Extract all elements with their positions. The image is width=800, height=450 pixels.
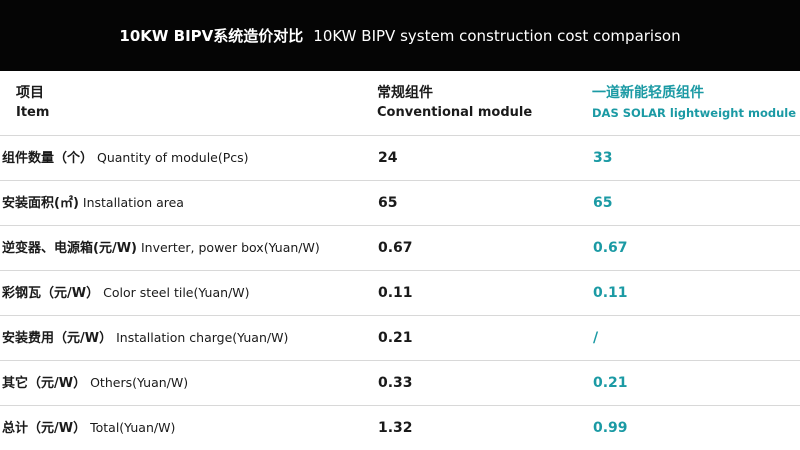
row-item-label: 安装面积(㎡) Installation area <box>2 181 184 225</box>
row-das-value: 33 <box>593 150 613 166</box>
header-das: 一道新能轻质组件 DAS SOLAR lightweight module <box>592 83 796 123</box>
header-item-en: Item <box>16 105 50 120</box>
header-item-cn: 项目 <box>16 85 44 101</box>
row-das-value: 65 <box>593 195 613 211</box>
table-row: 逆变器、电源箱(元/W) Inverter, power box(Yuan/W) … <box>0 226 800 271</box>
header-conventional-en: Conventional module <box>377 105 533 120</box>
row-conventional-value: 65 <box>378 195 398 211</box>
header-item: 项目 Item <box>16 83 49 123</box>
title-bar: 10KW BIPV系统造价对比 10KW BIPV system constru… <box>0 0 800 71</box>
row-item-label: 组件数量（个） Quantity of module(Pcs) <box>2 136 249 180</box>
row-conventional-value: 24 <box>378 150 398 166</box>
row-item-en: Installation charge(Yuan/W) <box>116 330 289 345</box>
header-conventional: 常规组件 Conventional module <box>377 83 532 123</box>
table-body: 组件数量（个） Quantity of module(Pcs) 24 33 安装面… <box>0 136 800 450</box>
row-item-en: Color steel tile(Yuan/W) <box>103 285 250 300</box>
row-das-value: 0.99 <box>593 420 628 436</box>
row-conventional-value: 0.33 <box>378 375 413 391</box>
title-chinese: 10KW BIPV系统造价对比 <box>119 27 304 45</box>
row-das-value: 0.11 <box>593 285 628 301</box>
row-item-cn: 组件数量（个） <box>2 151 94 166</box>
row-item-cn: 安装费用（元/W） <box>2 331 113 346</box>
row-item-cn: 逆变器、电源箱(元/W) <box>2 241 137 256</box>
header-conventional-cn: 常规组件 <box>377 85 433 101</box>
table-row: 彩钢瓦（元/W） Color steel tile(Yuan/W) 0.11 0.… <box>0 271 800 316</box>
row-das-value: 0.21 <box>593 375 628 391</box>
row-das-value: 0.67 <box>593 240 628 256</box>
row-conventional-value: 0.21 <box>378 330 413 346</box>
row-item-label: 其它（元/W） Others(Yuan/W) <box>2 361 188 405</box>
row-conventional-value: 0.11 <box>378 285 413 301</box>
row-item-cn: 彩钢瓦（元/W） <box>2 286 100 301</box>
header-das-cn: 一道新能轻质组件 <box>592 85 704 101</box>
table-row: 安装费用（元/W） Installation charge(Yuan/W) 0.2… <box>0 316 800 361</box>
table-row: 总计（元/W） Total(Yuan/W) 1.32 0.99 <box>0 406 800 450</box>
row-item-en: Others(Yuan/W) <box>90 375 189 390</box>
row-conventional-value: 0.67 <box>378 240 413 256</box>
row-item-en: Installation area <box>82 195 184 210</box>
table-row: 其它（元/W） Others(Yuan/W) 0.33 0.21 <box>0 361 800 406</box>
row-item-en: Quantity of module(Pcs) <box>97 150 249 165</box>
row-conventional-value: 1.32 <box>378 420 413 436</box>
row-item-cn: 总计（元/W） <box>2 421 87 436</box>
table-row: 组件数量（个） Quantity of module(Pcs) 24 33 <box>0 136 800 181</box>
row-item-en: Total(Yuan/W) <box>90 420 176 435</box>
row-item-label: 安装费用（元/W） Installation charge(Yuan/W) <box>2 316 288 360</box>
row-das-value: / <box>593 330 599 346</box>
row-item-label: 彩钢瓦（元/W） Color steel tile(Yuan/W) <box>2 271 250 315</box>
title-english: 10KW BIPV system construction cost compa… <box>313 26 681 45</box>
table-header: 项目 Item 常规组件 Conventional module 一道新能轻质组… <box>0 71 800 136</box>
row-item-cn: 安装面积(㎡) <box>2 196 79 211</box>
row-item-cn: 其它（元/W） <box>2 376 87 391</box>
table-row: 安装面积(㎡) Installation area 65 65 <box>0 181 800 226</box>
row-item-label: 逆变器、电源箱(元/W) Inverter, power box(Yuan/W) <box>2 226 320 270</box>
header-das-en: DAS SOLAR lightweight module <box>592 106 797 120</box>
row-item-en: Inverter, power box(Yuan/W) <box>140 240 320 255</box>
row-item-label: 总计（元/W） Total(Yuan/W) <box>2 406 175 450</box>
